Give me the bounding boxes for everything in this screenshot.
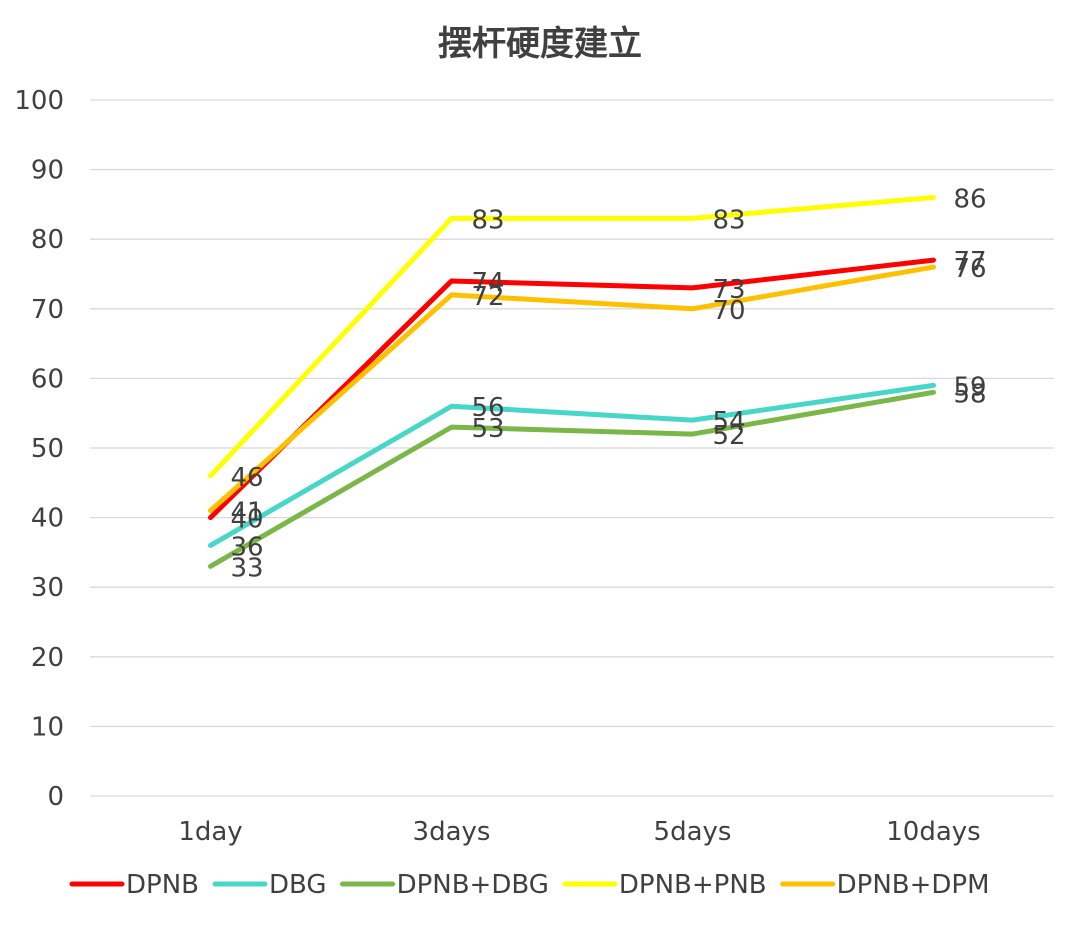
series-line-dpnb-dpm: [208, 264, 936, 514]
legend-item: DPNB+DBG: [340, 870, 549, 900]
y-tick-label: 100: [14, 86, 64, 116]
y-axis-ticks: 0 10 20 30 40 50 60 70 80 90 100: [14, 86, 64, 812]
legend-label: DPNB+DPM: [837, 870, 990, 900]
x-tick-label: 5days: [654, 817, 732, 847]
legend-item: DBG: [212, 870, 327, 900]
legend-label: DPNB+DBG: [397, 870, 549, 900]
data-label: 83: [713, 205, 746, 235]
data-label: 41: [231, 498, 264, 528]
data-label: 70: [713, 296, 746, 326]
data-label: 76: [954, 254, 987, 284]
data-label: 73: [713, 275, 746, 305]
legend: DPNB DBG DPNB+DBG DPNB+PNB DPNB+DPM: [69, 870, 990, 900]
legend-item: DPNB+DPM: [780, 870, 990, 900]
legend-label: DPNB: [126, 870, 199, 900]
gridlines: [90, 99, 1054, 797]
y-tick-label: 0: [47, 782, 64, 812]
data-label: 58: [954, 379, 987, 409]
y-tick-label: 70: [31, 295, 64, 325]
data-label: 86: [954, 184, 987, 214]
legend-label: DBG: [269, 870, 327, 900]
y-tick-label: 20: [31, 643, 64, 673]
data-label: 46: [231, 463, 264, 493]
y-tick-label: 80: [31, 225, 64, 255]
data-label: 77: [954, 247, 987, 277]
data-label: 83: [472, 205, 505, 235]
y-tick-label: 40: [31, 504, 64, 534]
x-axis-ticks: 1day 3days 5days 10days: [178, 817, 980, 847]
data-label: 33: [231, 553, 264, 583]
series-line-dpnb-pnb: [208, 194, 936, 479]
y-tick-label: 10: [31, 712, 64, 742]
data-label: 52: [713, 421, 746, 451]
series-line-dpnb: [208, 257, 936, 521]
series-line-dbg: [208, 382, 936, 548]
legend-item: DPNB+PNB: [562, 870, 767, 900]
x-tick-label: 10days: [886, 817, 980, 847]
data-labels: 40 74 73 77 36 56 54 59 33 53 52 58 46 83 83 86 41 72 70 76: [231, 184, 987, 583]
data-label: 36: [231, 532, 264, 562]
data-label: 59: [954, 372, 987, 402]
legend-item: DPNB: [69, 870, 199, 900]
y-tick-label: 60: [31, 364, 64, 394]
chart-title: 摆杆硬度建立: [438, 24, 642, 64]
series-line-dpnb-dbg: [208, 389, 936, 569]
x-tick-label: 3days: [413, 817, 491, 847]
series-lines: [208, 194, 936, 569]
legend-label: DPNB+PNB: [619, 870, 767, 900]
data-label: 54: [713, 407, 746, 437]
y-tick-label: 50: [31, 434, 64, 464]
x-tick-label: 1day: [178, 817, 242, 847]
data-label: 53: [472, 414, 505, 444]
y-tick-label: 30: [31, 573, 64, 603]
y-tick-label: 90: [31, 156, 64, 186]
data-label: 40: [231, 505, 264, 535]
data-label: 56: [472, 393, 505, 423]
data-label: 74: [472, 268, 505, 298]
data-label: 72: [472, 282, 505, 312]
